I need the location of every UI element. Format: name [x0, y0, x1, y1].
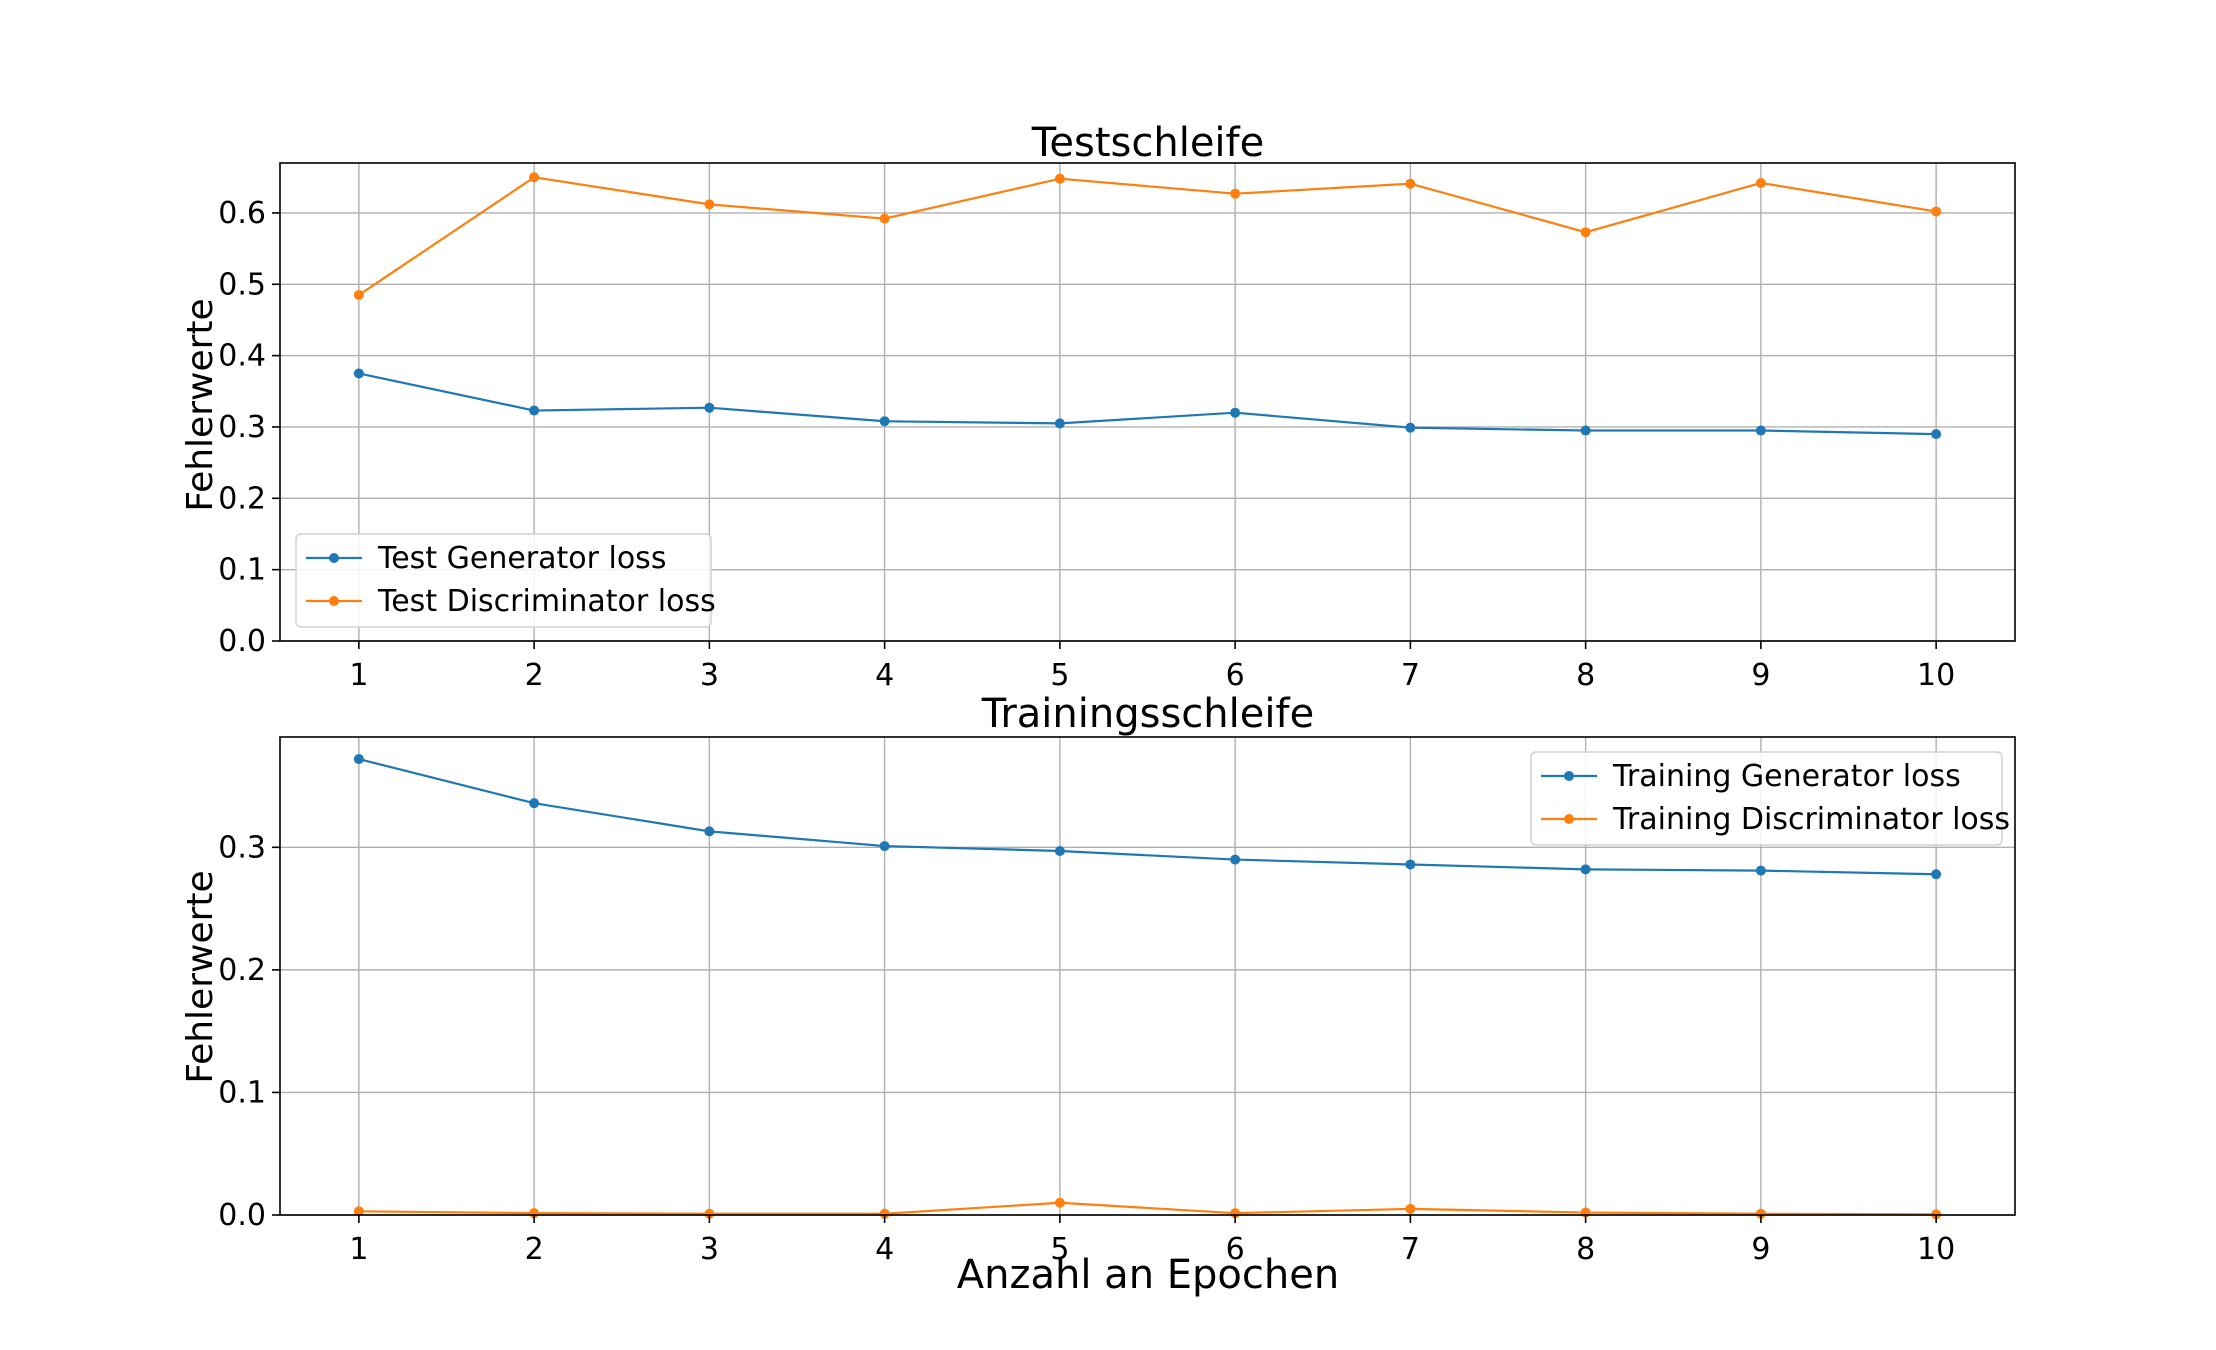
test-xtick-label: 2	[525, 658, 544, 693]
test-xtick-label: 5	[1050, 658, 1069, 693]
test-series-point-1	[1054, 418, 1065, 429]
test-loop-chart: Testschleife Fehlerwerte 1 2 3 4 5 6 7 8 9 10 0.0 0…	[180, 120, 2016, 693]
training-series-point-1	[1405, 859, 1416, 870]
training-xtick-label: 10	[1917, 1232, 1955, 1267]
test-chart-series	[353, 172, 1942, 440]
training-chart-ticks: 1 2 3 4 5 6 7 8 9 10 0.0 0.1 0.2 0.3	[218, 830, 1955, 1267]
test-ytick-label: 0.2	[218, 481, 266, 516]
test-xtick-label: 10	[1917, 658, 1955, 693]
test-xtick-label: 9	[1751, 658, 1770, 693]
training-series-point-1	[879, 841, 890, 852]
training-chart-series	[353, 754, 1942, 1220]
test-ytick-label: 0.0	[218, 624, 266, 659]
test-series-line-2	[358, 176, 1937, 296]
training-xtick-label: 7	[1401, 1232, 1420, 1267]
test-chart-ticks: 1 2 3 4 5 6 7 8 9 10 0.0 0.1 0.2 0.3 0.4 0.5 0.6	[218, 196, 1955, 693]
test-series-point-1	[1580, 425, 1591, 436]
training-xtick-label: 9	[1751, 1232, 1770, 1267]
test-xtick-label: 1	[349, 658, 368, 693]
test-ytick-label: 0.5	[218, 267, 266, 302]
test-series-point-1	[529, 405, 540, 416]
training-chart-grid	[280, 737, 2015, 1216]
training-series-point-2	[1405, 1203, 1416, 1214]
test-series-point-2	[529, 172, 540, 183]
training-series-point-1	[1580, 864, 1591, 875]
training-series-point-1	[529, 798, 540, 809]
test-xtick-label: 6	[1226, 658, 1245, 693]
test-xtick-label: 4	[875, 658, 894, 693]
training-legend-label: Training Generator loss	[1612, 759, 1961, 794]
test-ytick-label: 0.4	[218, 339, 266, 374]
training-ytick-label: 0.0	[218, 1198, 266, 1233]
training-chart-frame	[279, 736, 2016, 1216]
test-chart-frame	[279, 162, 2016, 642]
training-series-point-1	[1755, 865, 1766, 876]
test-series-point-2	[704, 199, 715, 210]
training-series-point-1	[353, 754, 364, 765]
test-series-point-1	[1405, 422, 1416, 433]
test-xtick-label: 7	[1401, 658, 1420, 693]
test-chart-legend: Test Generator loss Test Discriminator lo…	[295, 533, 716, 628]
test-series-point-2	[1755, 177, 1766, 188]
test-chart-title: Testschleife	[1031, 120, 1264, 166]
test-series-point-1	[1230, 407, 1241, 418]
test-ytick-label: 0.3	[218, 410, 266, 445]
training-ytick-label: 0.1	[218, 1075, 266, 1110]
test-legend-box	[295, 533, 712, 628]
test-series-point-1	[1755, 425, 1766, 436]
test-xtick-label: 3	[700, 658, 719, 693]
test-legend-label: Test Generator loss	[377, 541, 666, 576]
training-xtick-label: 2	[525, 1232, 544, 1267]
training-legend-swatch-marker	[1564, 771, 1574, 781]
training-xtick-label: 1	[349, 1232, 368, 1267]
test-series-point-2	[879, 213, 890, 224]
training-legend-swatch-marker	[1564, 814, 1574, 824]
test-xtick-label: 8	[1576, 658, 1595, 693]
training-xtick-label: 4	[875, 1232, 894, 1267]
training-chart-xlabel: Anzahl an Epochen	[957, 1252, 1339, 1298]
training-chart-ylabel: Fehlerwerte	[180, 870, 221, 1083]
training-xtick-label: 3	[700, 1232, 719, 1267]
training-chart-title: Trainingsschleife	[981, 691, 1314, 737]
test-series-point-2	[1230, 188, 1241, 199]
training-ytick-label: 0.3	[218, 830, 266, 865]
training-xtick-label: 5	[1050, 1232, 1069, 1267]
training-series-line-2	[358, 1201, 1937, 1216]
test-chart-ylabel: Fehlerwerte	[180, 298, 221, 511]
training-chart-legend: Training Generator loss Training Discrimi…	[1530, 751, 2010, 846]
test-series-point-1	[879, 416, 890, 427]
training-series-point-1	[704, 826, 715, 837]
training-ytick-label: 0.2	[218, 953, 266, 988]
training-series-point-1	[1230, 854, 1241, 865]
test-series-point-2	[1405, 178, 1416, 189]
training-series-point-2	[353, 1206, 364, 1217]
training-series-point-1	[1054, 845, 1065, 856]
test-ytick-label: 0.6	[218, 196, 266, 231]
test-series-point-2	[353, 289, 364, 300]
training-xtick-label: 6	[1226, 1232, 1245, 1267]
training-series-point-2	[1755, 1208, 1766, 1219]
training-legend-label: Training Discriminator loss	[1612, 802, 2010, 837]
test-series-point-2	[1580, 227, 1591, 238]
test-series-point-2	[1054, 173, 1065, 184]
training-series-point-2	[704, 1208, 715, 1219]
training-series-point-2	[1054, 1197, 1065, 1208]
test-series-line-1	[358, 372, 1937, 436]
training-series-point-1	[1931, 869, 1942, 880]
training-legend-box	[1530, 751, 2003, 846]
training-series-point-2	[879, 1208, 890, 1219]
test-series-point-1	[1931, 429, 1942, 440]
test-series-point-1	[704, 402, 715, 413]
training-xtick-label: 8	[1576, 1232, 1595, 1267]
test-legend-swatch-marker	[329, 596, 339, 606]
test-ytick-label: 0.1	[218, 553, 266, 588]
test-series-point-2	[1931, 206, 1942, 217]
test-legend-label: Test Discriminator loss	[377, 584, 716, 619]
test-series-point-1	[353, 368, 364, 379]
test-legend-swatch-marker	[329, 553, 339, 563]
training-series-line-1	[358, 757, 1937, 876]
